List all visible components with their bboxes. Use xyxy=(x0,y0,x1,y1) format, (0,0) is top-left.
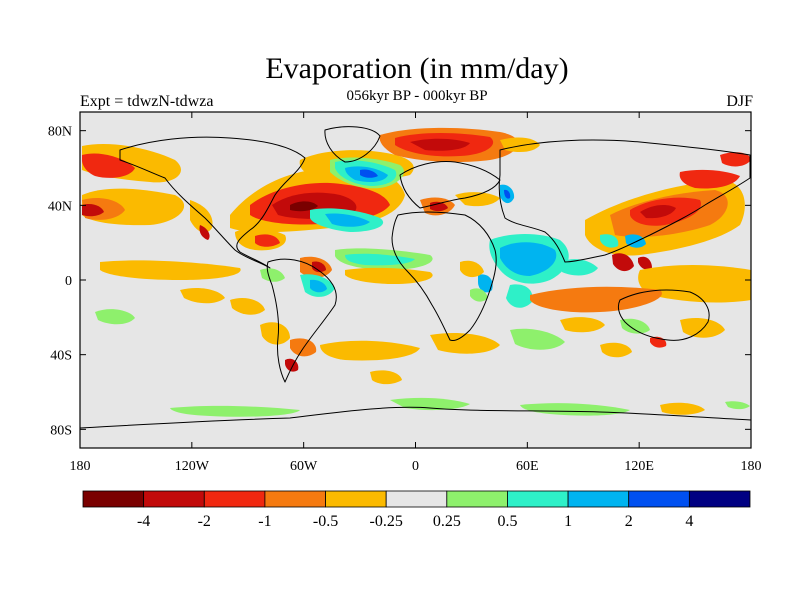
green-blob xyxy=(620,318,650,334)
colorbar-label: 1 xyxy=(564,513,572,530)
red-blob xyxy=(640,204,676,219)
australia-coast xyxy=(617,289,710,341)
colorbar: -4 -2 -1 -0.5 -0.25 0.25 0.5 1 2 4 xyxy=(82,490,751,530)
blue-blob xyxy=(478,274,493,293)
cyan-blob xyxy=(506,284,533,308)
africa-coast xyxy=(391,211,497,341)
green-blob xyxy=(170,405,300,417)
coastlines xyxy=(80,126,751,429)
colorbar-label: -0.25 xyxy=(370,513,403,530)
orange-blob xyxy=(530,286,662,313)
colorbar-label: -0.5 xyxy=(313,513,338,530)
cyan-blob xyxy=(560,259,598,276)
blue-blob xyxy=(310,279,327,293)
chart-subtitle: 056kyr BP - 000kyr BP xyxy=(346,88,488,104)
colorbar-label: -2 xyxy=(198,513,211,530)
orange-blob xyxy=(430,333,500,354)
south-america-coast xyxy=(266,258,337,383)
colorbar-swatch xyxy=(567,490,630,508)
colorbar-label: -4 xyxy=(137,513,150,530)
y-tick-label: 40N xyxy=(48,199,72,214)
orange-blob xyxy=(370,370,402,385)
green-blob xyxy=(95,309,135,325)
x-tick-label: 0 xyxy=(412,459,419,474)
red-blob xyxy=(679,169,740,189)
red-blob xyxy=(612,253,634,272)
antarctica-coast xyxy=(80,406,751,429)
orange-blob xyxy=(320,340,420,361)
x-tick-label: 120W xyxy=(175,459,210,474)
colorbar-label: 0.25 xyxy=(433,513,461,530)
europe-coast xyxy=(399,161,501,209)
asia-coast xyxy=(498,139,751,263)
red-blob xyxy=(410,138,470,151)
red-blob xyxy=(82,153,135,178)
orange-blob xyxy=(180,287,225,304)
chart-title: Evaporation (in mm/day) xyxy=(265,52,569,85)
orange-blob xyxy=(345,267,433,284)
orange-blob xyxy=(660,402,705,415)
colorbar-label: 4 xyxy=(685,513,693,530)
north-america-coast xyxy=(119,136,306,269)
orange-blob xyxy=(638,265,751,303)
red-blob xyxy=(82,203,104,217)
colorbar-swatch xyxy=(385,490,448,508)
red-blob xyxy=(255,234,280,247)
colorbar-swatch xyxy=(143,490,205,508)
orange-blob xyxy=(455,192,500,207)
colorbar-swatch xyxy=(688,490,751,508)
orange-blob xyxy=(500,137,540,153)
colorbar-swatch xyxy=(264,490,326,508)
y-tick-label: 80S xyxy=(50,423,72,438)
x-tick-label: 180 xyxy=(70,459,91,474)
dark-blue-blob xyxy=(504,189,511,199)
green-blob xyxy=(725,401,750,410)
colorbar-swatch xyxy=(628,490,690,508)
orange-blob xyxy=(190,200,213,233)
green-blob xyxy=(470,288,488,302)
orange-blob xyxy=(460,260,484,278)
map-panel xyxy=(80,112,751,448)
red-blob xyxy=(290,201,318,212)
greenland-coast xyxy=(324,126,381,163)
orange-blob xyxy=(600,342,632,358)
colorbar-label: -1 xyxy=(258,513,271,530)
colorbar-swatch xyxy=(325,490,387,508)
orange-blob xyxy=(680,318,725,338)
colorbar-swatch xyxy=(203,490,266,508)
green-blob xyxy=(260,268,285,282)
experiment-label: Expt = tdwzN-tdwza xyxy=(80,93,214,110)
y-tick-label: 0 xyxy=(65,274,72,289)
cyan-blob xyxy=(345,253,415,266)
x-tick-label: 180 xyxy=(741,459,762,474)
orange-blob xyxy=(230,298,265,315)
blue-blob xyxy=(325,213,370,227)
red-blob xyxy=(312,261,326,273)
colorbar-label: 2 xyxy=(625,513,633,530)
x-tick-label: 120E xyxy=(624,459,654,474)
x-tick-label: 60W xyxy=(290,459,318,474)
orange-blob xyxy=(290,338,317,357)
y-tick-label: 40S xyxy=(50,349,72,364)
orange-blob xyxy=(260,322,290,345)
map-axes: 180 120W 60W 0 60E 120E 180 80N 40N 0 40S 80S xyxy=(48,111,762,474)
blue-blob xyxy=(500,242,557,276)
dark-blue-blob xyxy=(360,169,378,178)
colorbar-label: 0.5 xyxy=(497,513,517,530)
colorbar-swatch xyxy=(446,490,508,508)
red-blob xyxy=(199,225,210,240)
colorbar-swatch xyxy=(82,490,145,508)
green-blob xyxy=(510,328,565,350)
y-tick-label: 80N xyxy=(48,125,72,140)
anomaly-field xyxy=(82,127,751,417)
orange-blob xyxy=(560,317,605,333)
red-blob xyxy=(720,152,751,167)
cyan-blob xyxy=(600,234,619,248)
colorbar-swatch xyxy=(507,490,569,508)
x-tick-label: 60E xyxy=(516,459,539,474)
orange-blob xyxy=(100,260,241,280)
red-blob xyxy=(638,256,652,270)
season-label: DJF xyxy=(726,93,753,110)
